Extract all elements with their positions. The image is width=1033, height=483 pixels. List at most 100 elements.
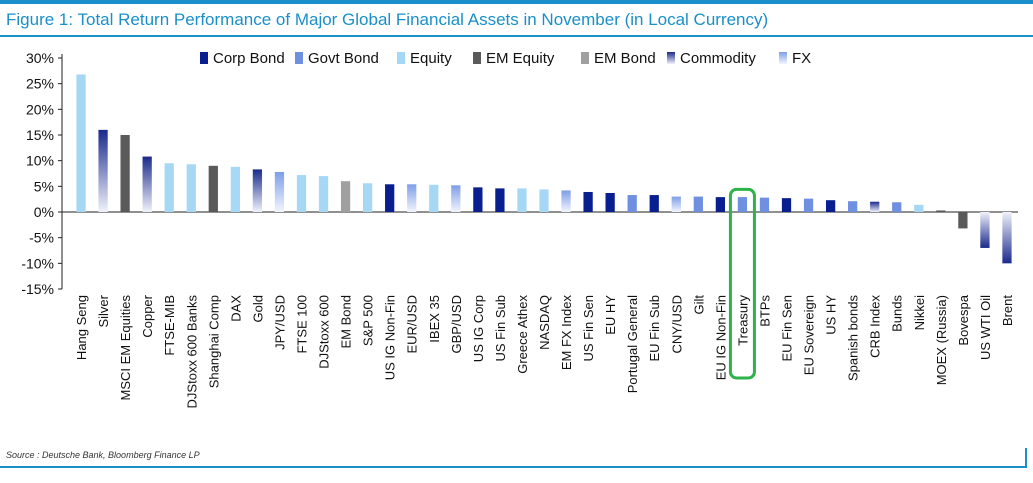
bar-chart: -15% -10% -5% 0% 5% 10% 15% 20% 25% 30% Hang Seng… [21, 50, 1018, 408]
bar-treasury [737, 197, 748, 212]
category-label-hang-seng: Hang Seng [74, 295, 89, 360]
header-accent-bar [0, 0, 1033, 4]
frame-right-edge [1025, 448, 1027, 466]
legend-label-em-bond: EM Bond [594, 50, 656, 67]
category-label-eur-usd: EUR/USD [405, 295, 420, 354]
category-label-us-ig-non-fin: US IG Non-Fin [383, 295, 398, 380]
bar-crb-index [870, 201, 880, 212]
category-label-shanghai-comp: Shanghai Comp [206, 295, 221, 388]
legend-label-em-equity: EM Equity [486, 50, 555, 67]
category-label-us-fin-sen: US Fin Sen [581, 295, 596, 361]
bar-msci-em-equities [120, 135, 130, 212]
category-label-em-fx-index: EM FX Index [559, 295, 574, 371]
category-label-nasdaq: NASDAQ [537, 295, 552, 350]
y-tick-label: -5% [29, 230, 54, 246]
category-label-eu-ig-non-fin: EU IG Non-Fin [713, 295, 728, 380]
category-label-jpy-usd: JPY/USD [272, 295, 287, 350]
category-label-us-hy: US HY [824, 295, 839, 335]
bar-gbp-usd [451, 185, 461, 212]
bar-eu-ig-non-fin [715, 197, 726, 212]
bar-ftse-100 [296, 175, 307, 212]
y-tick-label: 20% [26, 101, 54, 117]
category-label-djstoxx-600-banks: DJStoxx 600 Banks [184, 295, 199, 409]
category-label-silver: Silver [96, 294, 111, 327]
bar-bovespa [958, 212, 968, 229]
bar-nikkei [914, 204, 924, 212]
bar-ftse-mib [164, 163, 174, 212]
category-label-cny-usd: CNY/USD [669, 295, 684, 354]
y-tick-label: 15% [26, 127, 54, 143]
category-label-us-wti-oil: US WTI Oil [978, 295, 993, 360]
chart-legend: Corp Bond Govt Bond Equity EM Equity EM Bond… [200, 50, 811, 67]
bar-us-hy [825, 200, 836, 212]
legend-label-commodity: Commodity [680, 50, 756, 67]
category-label-greece-athex: Greece Athex [515, 295, 530, 374]
category-label-spanish-bonds: Spanish bonds [846, 295, 861, 382]
bar-silver [98, 129, 108, 212]
legend-swatch-govt-bond [295, 52, 303, 64]
legend-swatch-equity [397, 52, 405, 64]
bar-us-fin-sub [495, 188, 505, 212]
bar-brent [1002, 212, 1012, 264]
y-tick-label: 10% [26, 153, 54, 169]
category-label-gbp-usd: GBP/USD [449, 295, 464, 354]
bar-portugal-general [627, 195, 637, 212]
y-tick-label: -10% [21, 255, 54, 271]
y-tick-label: 0% [34, 204, 54, 220]
bar-ibex-35 [429, 184, 439, 212]
legend-swatch-commodity [667, 52, 675, 64]
legend-swatch-fx [779, 52, 787, 64]
bar-em-fx-index [561, 190, 571, 212]
bar-btps [759, 197, 770, 212]
bar-dax [230, 166, 240, 212]
bar-greece-athex [517, 188, 527, 212]
category-label-bunds: Bunds [890, 295, 905, 332]
legend-swatch-corp-bond [200, 52, 208, 64]
footer-divider [0, 466, 1027, 468]
bar-eur-usd [407, 184, 417, 212]
y-tick-label: 5% [34, 178, 54, 194]
category-label-dax: DAX [228, 295, 243, 322]
category-label-gilt: Gilt [691, 295, 706, 315]
bar-us-fin-sen [583, 191, 593, 212]
bar-gilt [693, 196, 703, 212]
y-tick-label: 25% [26, 76, 54, 92]
highlight-box [728, 187, 756, 380]
chart-axes: -15% -10% -5% 0% 5% 10% 15% 20% 25% 30% [21, 50, 1018, 297]
category-label-eu-hy: EU HY [603, 295, 618, 335]
legend-swatch-em-equity [473, 52, 481, 64]
legend-label-govt-bond: Govt Bond [308, 50, 379, 67]
category-label-bovespa: Bovespa [956, 294, 971, 345]
bar-moex-russia [936, 210, 946, 212]
title-divider [0, 35, 1033, 37]
legend-label-equity: Equity [410, 50, 452, 67]
category-labels: Hang Seng Silver MSCI EM Equities Copper FTS… [74, 294, 1015, 408]
bar-bunds [892, 202, 902, 212]
bar-eu-fin-sen [781, 198, 792, 212]
category-label-eu-sovereign: EU Sovereign [802, 295, 817, 375]
legend-label-fx: FX [792, 50, 811, 67]
bar-djstoxx-600-banks [186, 164, 196, 212]
highlight-outline-treasury [728, 187, 756, 380]
source-note: Source : Deutsche Bank, Bloomberg Financ… [6, 450, 200, 460]
chart-title: Figure 1: Total Return Performance of Ma… [6, 10, 769, 29]
bar-hang-seng [76, 74, 86, 212]
category-label-moex-russia: MOEX (Russia) [934, 295, 949, 385]
bar-eu-sovereign [803, 198, 814, 212]
bar-eu-fin-sub [649, 195, 659, 212]
y-tick-label: -15% [21, 281, 54, 297]
bar-gold [252, 169, 263, 212]
category-label-btps: BTPs [757, 295, 772, 327]
bar-us-ig-non-fin [385, 184, 395, 212]
category-label-copper: Copper [140, 294, 155, 337]
category-label-ibex-35: IBEX 35 [427, 295, 442, 343]
category-label-us-fin-sub: US Fin Sub [493, 295, 508, 361]
legend-label-corp-bond: Corp Bond [213, 50, 285, 67]
bar-eu-hy [605, 193, 615, 212]
category-label-nikkei: Nikkei [912, 295, 927, 331]
bar-em-bond [340, 181, 351, 212]
category-label-em-bond: EM Bond [339, 295, 354, 348]
category-label-gold: Gold [250, 295, 265, 322]
category-label-treasury: Treasury [735, 295, 750, 346]
bar-s-p-500 [362, 183, 373, 212]
